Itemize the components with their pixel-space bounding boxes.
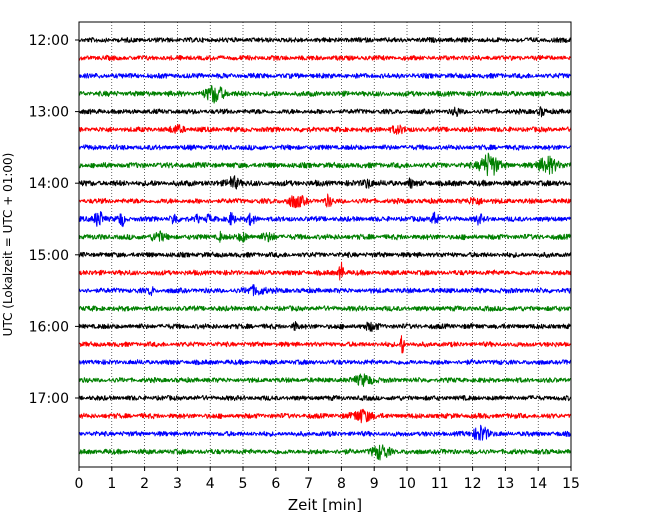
- seismogram-trace: [78, 144, 572, 151]
- x-tick-label: 7: [304, 476, 313, 492]
- seismogram-trace: [78, 54, 572, 62]
- seismogram-trace: [78, 359, 572, 366]
- x-tick-label: 9: [370, 476, 379, 492]
- y-tick-label: 15:00: [29, 248, 69, 264]
- seismogram-trace: [78, 394, 572, 402]
- x-tick-label: 4: [206, 476, 215, 492]
- x-tick-label: 13: [496, 476, 514, 492]
- x-axis-label: Zeit [min]: [288, 496, 362, 514]
- seismogram-trace: [78, 373, 572, 387]
- plot-frame: [78, 21, 572, 468]
- y-axis-ticks: 12:00 13:00 14:00 15:00 16:00 17:00: [29, 33, 79, 407]
- seismogram-trace: [78, 321, 572, 333]
- y-tick-label: 13:00: [29, 105, 69, 121]
- seismogram-trace: [78, 251, 572, 259]
- seismogram-trace: [78, 261, 572, 281]
- seismogram-trace: [78, 284, 572, 297]
- x-tick-label: 10: [398, 476, 416, 492]
- seismogram-trace: [78, 335, 572, 354]
- x-tick-label: 11: [431, 476, 449, 492]
- y-axis-label: UTC (Lokalzeit = UTC + 01:00): [1, 153, 15, 337]
- x-tick-label: 6: [271, 476, 280, 492]
- x-tick-label: 0: [75, 476, 84, 492]
- x-tick-label: 12: [464, 476, 482, 492]
- seismogram-traces: [78, 36, 572, 461]
- x-tick-label: 8: [337, 476, 346, 492]
- seismogram-trace: [78, 230, 572, 243]
- x-tick-label: 14: [529, 476, 547, 492]
- seismogram-trace: [78, 424, 572, 441]
- seismogram-trace: [78, 193, 572, 209]
- x-tick-label: 3: [173, 476, 182, 492]
- seismogram-trace: [78, 175, 572, 190]
- y-tick-label: 16:00: [29, 319, 69, 335]
- x-tick-label: 2: [140, 476, 149, 492]
- seismogram-trace: [78, 106, 572, 118]
- y-tick-label: 17:00: [29, 391, 69, 407]
- seismogram-trace: [78, 36, 572, 44]
- x-tick-label: 15: [562, 476, 580, 492]
- seismogram-trace: [78, 305, 572, 312]
- y-tick-label: 12:00: [29, 33, 69, 49]
- seismogram-trace: [78, 72, 572, 79]
- seismogram-trace: [78, 444, 572, 461]
- x-tick-label: 5: [239, 476, 248, 492]
- x-axis-ticks: 0 1 2 3 4 5 6 7 8 9 10 11 12 13 14 15: [75, 467, 580, 492]
- y-tick-label: 14:00: [29, 176, 69, 192]
- seismogram-trace: [78, 152, 572, 177]
- x-grid: [111, 22, 539, 467]
- seismogram-trace: [78, 85, 572, 104]
- x-tick-label: 1: [107, 476, 116, 492]
- seismogram-trace: [78, 123, 572, 135]
- seismogram-trace: [78, 211, 572, 228]
- seismogram-trace: [78, 408, 572, 424]
